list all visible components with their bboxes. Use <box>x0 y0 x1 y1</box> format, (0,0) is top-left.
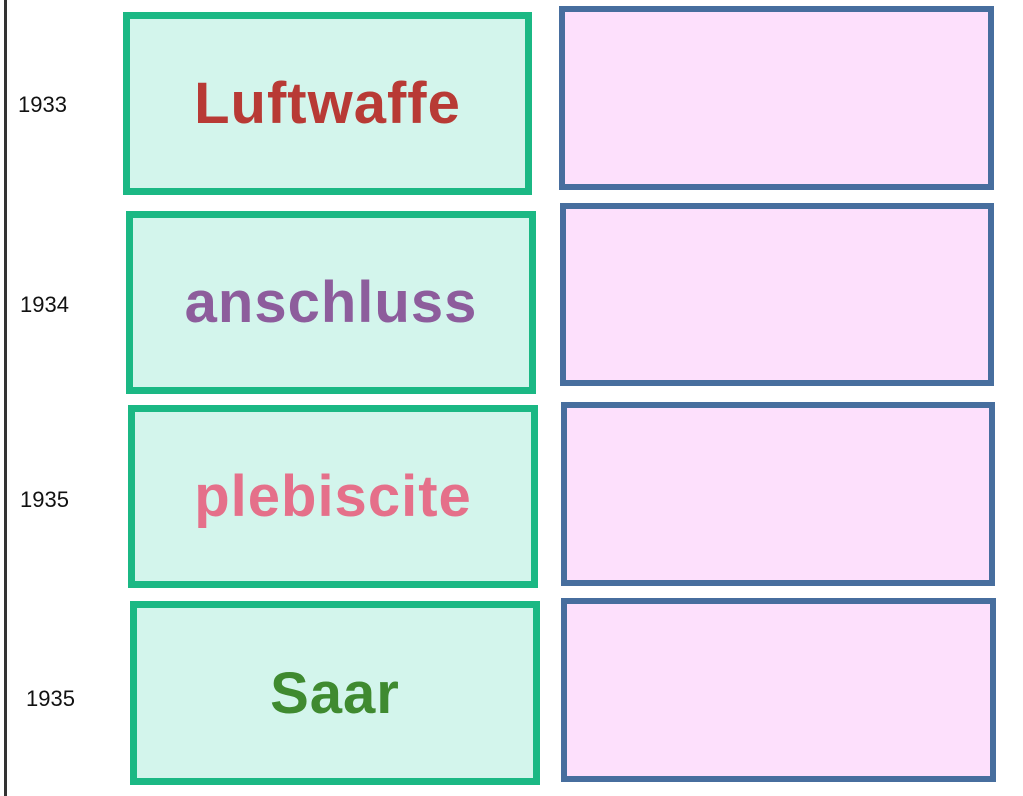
answer-box[interactable] <box>561 598 996 782</box>
year-label: 1935 <box>20 487 69 512</box>
term-card[interactable]: Saar <box>130 601 540 785</box>
term-card[interactable]: plebiscite <box>128 405 538 588</box>
timeline-line <box>4 0 7 796</box>
year-label: 1934 <box>20 292 69 317</box>
answer-box[interactable] <box>560 203 994 386</box>
answer-box[interactable] <box>561 402 995 586</box>
year-label: 1935 <box>26 686 75 711</box>
term-card[interactable]: Luftwaffe <box>123 12 532 195</box>
term-card[interactable]: anschluss <box>126 211 536 394</box>
year-label: 1933 <box>18 92 67 117</box>
answer-box[interactable] <box>559 6 994 190</box>
